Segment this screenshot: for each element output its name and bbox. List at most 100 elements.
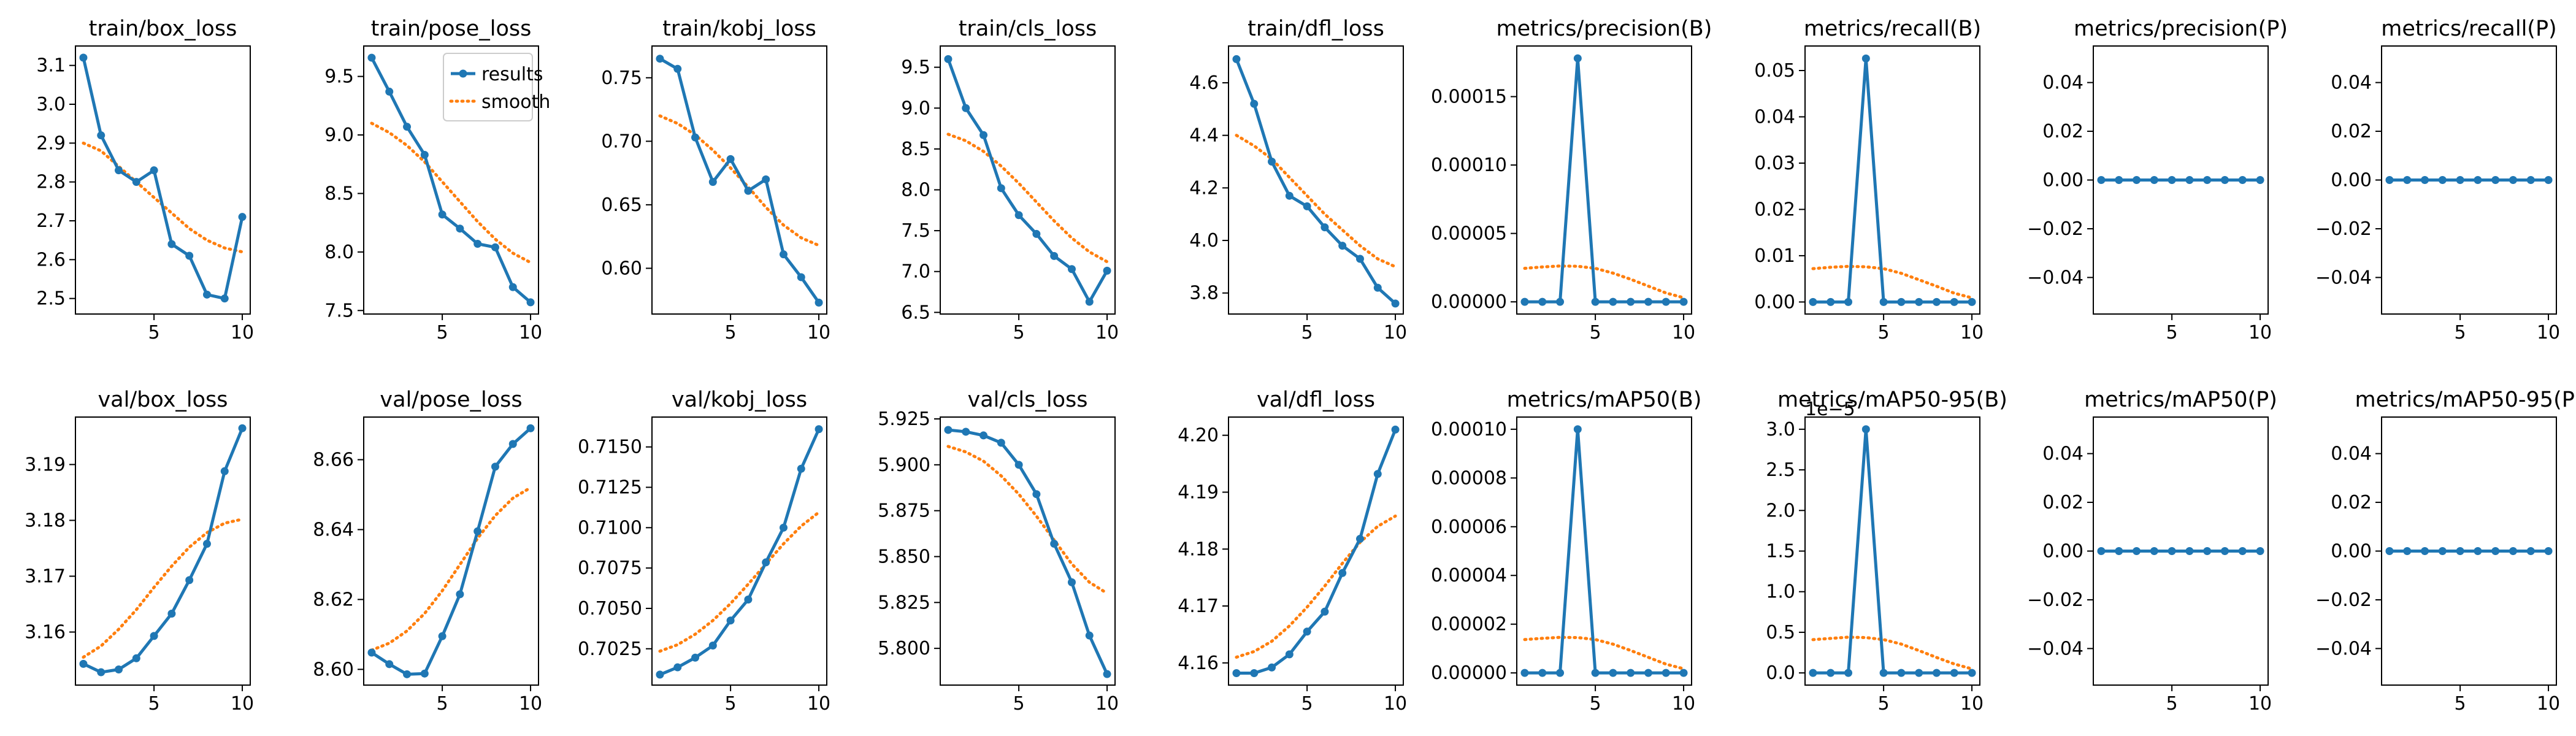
y-tick-label: 4.18	[1178, 539, 1219, 560]
results-point	[1950, 669, 1958, 677]
results-series-line	[82, 57, 244, 301]
results-point	[2456, 547, 2464, 555]
y-tick-label: 8.0	[901, 179, 930, 201]
results-point	[1573, 54, 1582, 63]
results-point	[708, 178, 717, 186]
subplot: metrics/mAP50-95(P) 5 10 −0.04 −0.02 0.00 0.02…	[2315, 388, 2576, 715]
results-point	[115, 166, 123, 175]
smooth-series-line	[658, 114, 821, 247]
axes-frame	[1516, 416, 1692, 686]
results-point	[2203, 547, 2212, 555]
y-tick-label: 0.00	[2331, 170, 2372, 191]
y-tick-label: 9.5	[901, 57, 930, 79]
smooth-series-line	[370, 121, 532, 264]
smooth-series-line	[82, 141, 244, 254]
results-point	[1085, 297, 1094, 306]
results-point	[202, 540, 211, 548]
y-tick-label: 0.00002	[1431, 614, 1507, 635]
results-point	[1050, 251, 1059, 260]
results-point	[1391, 425, 1400, 434]
axes-frame	[1228, 45, 1404, 315]
results-point	[1032, 229, 1041, 238]
results-point	[473, 527, 482, 535]
results-point	[2474, 176, 2482, 184]
results-point	[1032, 490, 1041, 499]
subplot: val/kobj_loss 5 10 0.7025 0.7050 0.7075 0.7100…	[578, 388, 830, 715]
results-point	[1338, 569, 1347, 577]
results-point	[2438, 176, 2447, 184]
results-point	[2509, 547, 2517, 555]
results-point	[79, 659, 88, 668]
results-point	[691, 133, 700, 142]
results-point	[1861, 54, 1870, 63]
x-tick-label: 10	[1095, 322, 1119, 343]
y-tick-label: 9.0	[901, 98, 930, 119]
subplot-title: metrics/precision(P)	[2074, 17, 2288, 41]
y-tick-label: 2.6	[36, 249, 66, 270]
results-point	[1268, 663, 1276, 672]
y-tick-label: 6.5	[901, 302, 930, 323]
results-point	[1662, 297, 1670, 306]
results-point	[79, 53, 88, 62]
results-point	[797, 273, 805, 282]
y-tick-label: 0.7125	[578, 477, 642, 499]
results-point	[167, 609, 176, 618]
axes-frame	[651, 416, 827, 686]
results-point	[1303, 202, 1311, 210]
results-point	[1520, 297, 1529, 306]
results-point	[2456, 176, 2464, 184]
results-point	[944, 426, 953, 434]
smooth-series-line	[946, 132, 1109, 264]
y-tick-label: 5.825	[878, 592, 930, 613]
y-tick-label: 0.5	[1766, 622, 1795, 643]
results-point	[2544, 176, 2553, 184]
results-point	[1067, 578, 1076, 586]
results-point	[97, 668, 105, 677]
results-point	[1321, 223, 1329, 232]
y-tick-label: 0.00008	[1431, 467, 1507, 489]
x-tick-label: 5	[2166, 693, 2178, 715]
y-tick-label: −0.04	[2027, 638, 2083, 659]
results-point	[691, 653, 700, 662]
results-point	[762, 558, 770, 567]
results-point	[726, 155, 735, 163]
results-point	[2509, 176, 2517, 184]
results-point	[508, 283, 517, 291]
y-tick-label: 0.00	[2042, 541, 2083, 562]
subplot-title: metrics/precision(B)	[1497, 17, 1712, 41]
results-point	[1355, 255, 1364, 263]
results-point	[1897, 669, 1906, 677]
y-tick-label: 5.875	[878, 500, 930, 522]
y-tick-label: −0.02	[2315, 218, 2372, 240]
results-point	[115, 665, 123, 674]
results-series-line	[82, 427, 244, 674]
y-tick-label: 0.00004	[1431, 565, 1507, 586]
results-point	[2256, 547, 2264, 555]
y-tick-label: 0.04	[2331, 72, 2372, 94]
y-tick-label: 0.04	[2331, 443, 2372, 465]
results-point	[385, 660, 394, 669]
smooth-series-line	[370, 486, 532, 652]
x-tick-label: 10	[1672, 693, 1695, 715]
results-point	[1932, 297, 1941, 306]
subplot: metrics/recall(P) 5 10 −0.04 −0.02 0.00 0.02 0.…	[2315, 17, 2560, 343]
axes-frame	[363, 416, 539, 686]
y-tick-label: −0.02	[2027, 218, 2083, 240]
results-point	[1591, 669, 1600, 677]
y-tick-label: 5.900	[878, 454, 930, 476]
results-series-line	[370, 56, 532, 304]
results-point	[779, 250, 788, 259]
subplot-title: val/cls_loss	[968, 388, 1088, 412]
results-point	[979, 131, 988, 139]
y-tick-label: 0.60	[601, 258, 642, 279]
results-point	[1573, 425, 1582, 434]
smooth-series-line	[1523, 264, 1685, 299]
x-tick-label: 5	[1301, 322, 1313, 343]
results-point	[2097, 176, 2106, 184]
results-point	[1103, 670, 1111, 678]
y-tick-label: 0.0	[1766, 662, 1795, 684]
results-point	[2385, 176, 2394, 184]
y-tick-label: −0.04	[2315, 638, 2372, 659]
y-tick-label: 8.62	[313, 589, 354, 610]
results-point	[150, 632, 158, 640]
